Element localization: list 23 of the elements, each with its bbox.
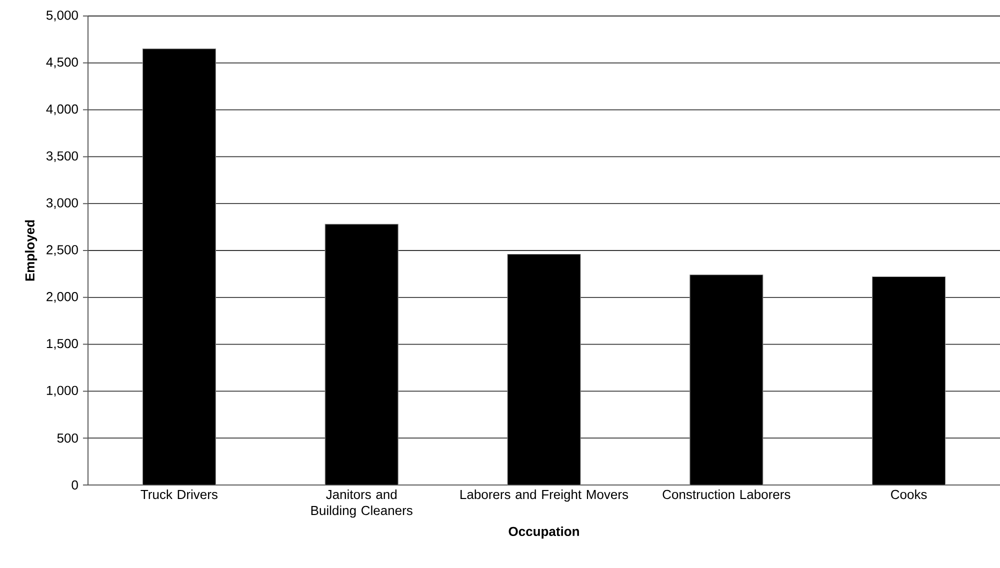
x-axis-title: Occupation — [508, 526, 579, 539]
bar — [690, 274, 764, 485]
y-tick-label: 5,000 — [46, 10, 78, 22]
x-tick-label: Truck Drivers — [140, 490, 218, 500]
x-tick-label: Janitors and Building Cleaners — [311, 490, 412, 518]
bar — [507, 254, 581, 485]
bar — [324, 224, 398, 485]
y-tick-label: 500 — [57, 433, 78, 443]
y-tick-label: 2,500 — [46, 245, 78, 256]
y-tick-label: 2,000 — [46, 292, 78, 303]
y-tick-label: 4,500 — [46, 58, 78, 68]
bar — [142, 48, 216, 485]
y-tick-label: 4,000 — [46, 104, 78, 116]
x-tick-label: Cooks — [891, 490, 927, 500]
y-tick-label: 0 — [72, 480, 78, 490]
y-tick-label: 1,500 — [46, 338, 78, 350]
bar — [872, 276, 946, 485]
y-tick-label: 1,000 — [46, 386, 78, 397]
y-tick-label: 3,000 — [46, 198, 78, 209]
y-tick-label: 3,500 — [46, 151, 78, 162]
x-tick-label: Construction Laborers — [662, 490, 790, 500]
y-axis-title: Employed — [24, 220, 38, 281]
x-tick-label: Laborers and Freight Movers — [460, 490, 628, 502]
